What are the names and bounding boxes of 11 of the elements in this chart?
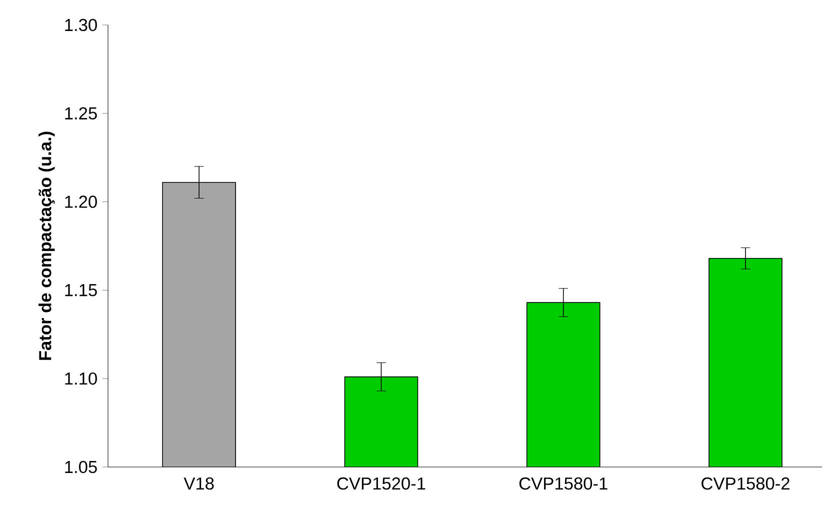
y-tick-label: 1.20: [65, 196, 97, 208]
y-tick-label: 1.10: [65, 372, 97, 385]
x-tick-label: CVP1580-1: [519, 477, 608, 490]
y-tick-label: 1.05: [65, 460, 97, 474]
x-tick-label: V18: [184, 477, 214, 490]
y-tick-label: 1.15: [65, 284, 97, 296]
x-tick-label: CVP1580-2: [702, 477, 790, 490]
y-tick-label: 1.30: [65, 18, 97, 32]
x-tick-label: CVP1520-1: [337, 477, 426, 490]
y-tick-label: 1.25: [65, 107, 97, 120]
y-axis-title: Fator de compactação (u.a.): [38, 132, 55, 360]
